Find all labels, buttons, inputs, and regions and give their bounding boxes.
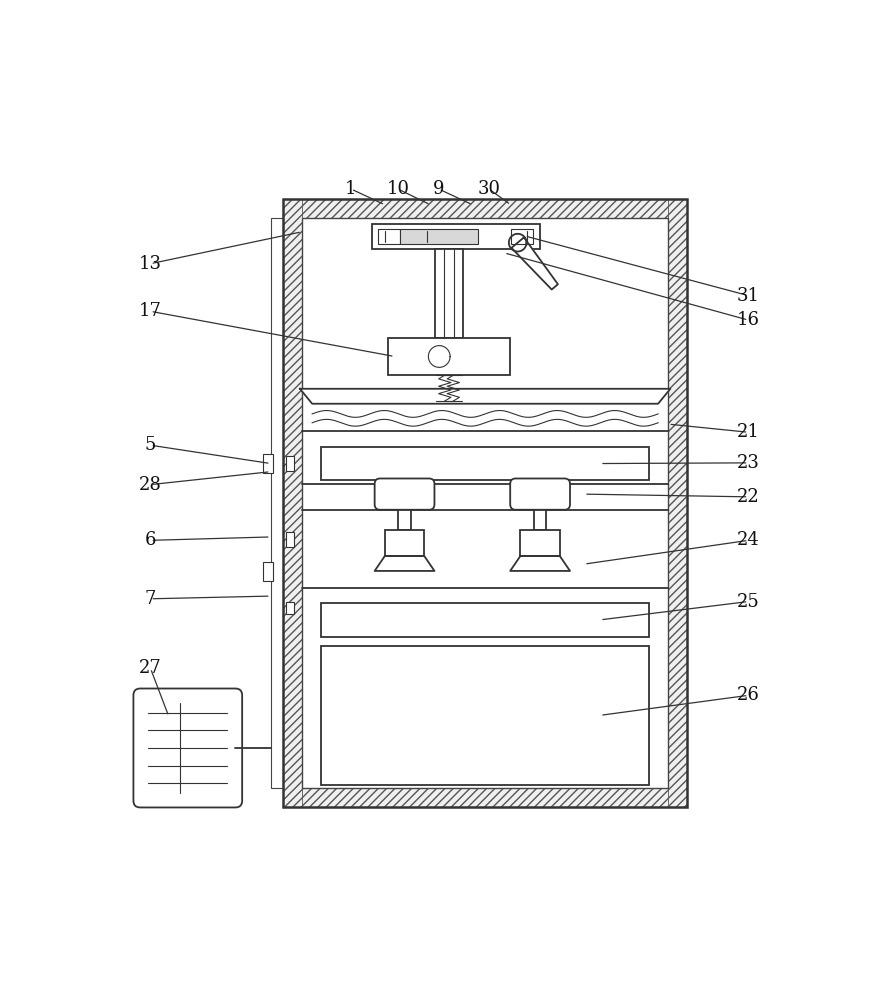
Text: 13: 13 [139, 255, 162, 273]
Text: 17: 17 [139, 302, 162, 320]
Bar [283, 199, 688, 807]
Bar [372, 224, 540, 249]
Bar [262, 562, 273, 581]
Bar [385, 530, 424, 556]
Bar [283, 199, 302, 807]
Bar [400, 229, 478, 244]
FancyBboxPatch shape [374, 478, 434, 510]
FancyBboxPatch shape [510, 478, 570, 510]
Bar [321, 603, 649, 637]
Bar [388, 338, 510, 375]
FancyBboxPatch shape [133, 689, 242, 807]
Text: 6: 6 [145, 531, 156, 549]
Bar [262, 454, 273, 473]
Bar [283, 788, 688, 807]
Text: 9: 9 [433, 180, 445, 198]
Text: 22: 22 [738, 488, 759, 506]
Text: 7: 7 [145, 590, 156, 608]
Bar [435, 249, 463, 338]
Text: 23: 23 [737, 454, 760, 472]
Bar [511, 229, 533, 244]
Polygon shape [511, 237, 558, 290]
Bar [520, 530, 560, 556]
Text: 28: 28 [139, 476, 162, 494]
Bar [286, 532, 294, 547]
Bar [398, 510, 410, 530]
Text: 31: 31 [737, 287, 760, 305]
Bar [321, 646, 649, 785]
Text: 25: 25 [738, 593, 759, 611]
Text: 27: 27 [139, 659, 161, 677]
Bar [668, 199, 688, 807]
Text: 16: 16 [737, 311, 760, 329]
Polygon shape [374, 556, 434, 571]
Bar [302, 218, 668, 788]
Bar [271, 218, 283, 788]
Text: 30: 30 [477, 180, 501, 198]
Text: 26: 26 [737, 686, 760, 704]
Text: 1: 1 [346, 180, 357, 198]
Bar [302, 218, 668, 788]
Text: 10: 10 [386, 180, 410, 198]
Bar [378, 229, 400, 244]
Text: 5: 5 [145, 436, 156, 454]
Polygon shape [300, 389, 670, 404]
Bar [321, 447, 649, 480]
Bar [286, 456, 294, 471]
Bar [534, 510, 546, 530]
Text: 24: 24 [738, 531, 759, 549]
Polygon shape [510, 556, 570, 571]
Text: 21: 21 [737, 423, 760, 441]
Bar [286, 602, 294, 614]
Bar [283, 199, 688, 218]
